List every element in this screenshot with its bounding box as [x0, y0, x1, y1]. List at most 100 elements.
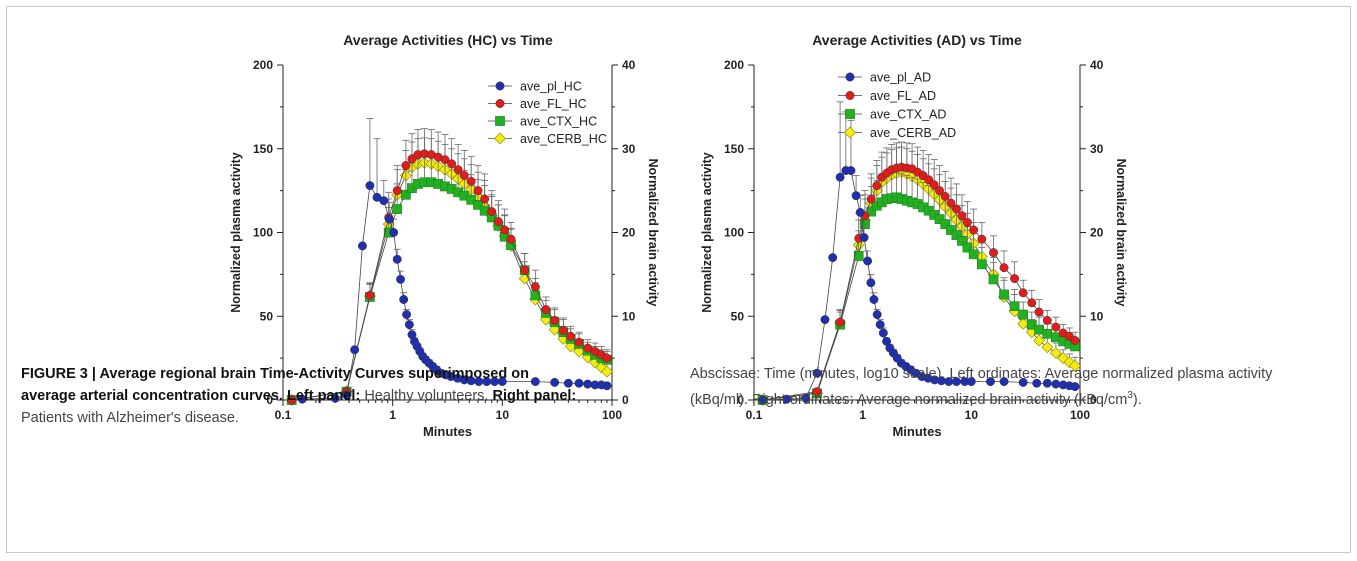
y-tick-label-left-ad: 200	[724, 58, 744, 72]
legend-marker-ave_CERB_HC	[494, 132, 506, 145]
point-ave_FL_AD	[952, 204, 961, 214]
caption-lead: FIGURE 3 | Average regional brain Time-A…	[21, 366, 529, 404]
legend-label-ave_pl_HC: ave_pl_HC	[520, 80, 582, 94]
legend-marker-ave_pl_AD	[845, 72, 855, 82]
point-ave_CTX_AD	[977, 259, 987, 270]
x-tick-label-hc: 10	[496, 408, 510, 422]
point-ave_pl_HC	[563, 378, 573, 388]
point-ave_FL_AD	[929, 180, 939, 190]
point-ave_CTX_AD	[1042, 328, 1053, 339]
point-ave_pl_AD	[1070, 382, 1080, 392]
legend-label-ave_CTX_AD: ave_CTX_AD	[870, 108, 946, 122]
point-ave_pl_AD	[999, 377, 1009, 387]
point-ave_FL_HC	[392, 186, 402, 196]
point-ave_FL_HC	[541, 305, 551, 314]
point-ave_FL_AD	[812, 387, 822, 397]
point-ave_FL_HC	[466, 176, 476, 186]
point-ave_CTX_AD	[853, 251, 864, 261]
caption-axes-text-end: ).	[1132, 391, 1142, 408]
point-ave_pl_HC	[392, 254, 402, 264]
point-ave_FL_AD	[1070, 336, 1080, 345]
point-ave_pl_AD	[875, 320, 885, 330]
point-ave_FL_AD	[989, 248, 998, 258]
point-ave_FL_HC	[520, 265, 530, 275]
point-ave_FL_AD	[1018, 288, 1028, 298]
point-ave_FL_HC	[447, 159, 457, 169]
legend-marker-ave_FL_HC	[495, 99, 505, 108]
point-ave_pl_HC	[350, 345, 360, 355]
point-ave_pl_AD	[812, 368, 822, 378]
point-ave_FL_AD	[946, 198, 956, 208]
point-ave_FL_AD	[872, 181, 882, 191]
caption-right: Abscissae: Time (minutes, log10 scale). …	[690, 363, 1325, 411]
point-ave_pl_AD	[1032, 378, 1042, 388]
point-ave_pl_AD	[878, 328, 888, 338]
y-tick-label-right-hc: 0	[622, 393, 629, 407]
legend-label-ave_CERB_HC: ave_CERB_HC	[520, 132, 607, 146]
y-tick-label-left-hc: 100	[253, 226, 273, 240]
y-axis-label-right-ad: Normalized brain activity	[1114, 159, 1128, 307]
x-tick-label-hc: 0.1	[275, 408, 292, 422]
point-ave_pl_AD	[863, 256, 873, 266]
point-ave_CTX_AD	[962, 242, 973, 253]
y-tick-label-left-hc: 150	[253, 142, 273, 156]
point-ave_pl_AD	[828, 253, 838, 263]
point-ave_pl_AD	[872, 310, 882, 320]
point-ave_CTX_AD	[940, 219, 951, 229]
point-ave_FL_AD	[924, 175, 934, 185]
point-ave_pl_AD	[966, 377, 976, 387]
point-ave_CERB_AD	[1041, 341, 1054, 354]
point-ave_pl_AD	[846, 166, 856, 175]
point-ave_pl_AD	[758, 395, 768, 405]
y-tick-label-right-hc: 30	[622, 142, 636, 156]
point-ave_pl_HC	[602, 381, 612, 391]
caption-right-panel-label: Right panel:	[492, 388, 577, 404]
point-ave_FL_HC	[459, 171, 469, 181]
caption-axes-text: Abscissae: Time (minutes, log10 scale). …	[690, 366, 1273, 408]
y-tick-label-right-ad: 0	[1090, 393, 1097, 407]
point-ave_FL_AD	[1051, 322, 1061, 332]
point-ave_pl_AD	[835, 172, 845, 182]
point-ave_CERB_AD	[1033, 334, 1045, 347]
y-tick-label-right-hc: 40	[622, 58, 636, 72]
point-ave_FL_HC	[583, 343, 593, 353]
y-tick-label-left-ad: 150	[724, 142, 744, 156]
point-ave_pl_AD	[1042, 378, 1052, 388]
point-ave_CTX_AD	[946, 225, 956, 235]
caption-superscript: 3	[1127, 390, 1133, 401]
y-tick-label-right-ad: 20	[1090, 226, 1104, 240]
point-ave_CTX_AD	[999, 289, 1009, 300]
point-ave_CTX_AD	[1034, 324, 1044, 335]
point-ave_FL_HC	[506, 234, 516, 244]
y-tick-label-left-hc: 200	[253, 58, 273, 72]
point-ave_pl_AD	[859, 233, 869, 242]
point-ave_pl_HC	[330, 393, 340, 403]
y-axis-label-left-ad: Normalized plasma activity	[700, 152, 714, 313]
point-ave_pl_AD	[820, 315, 830, 325]
point-ave_CTX_AD	[968, 249, 979, 260]
point-ave_pl_AD	[801, 393, 811, 403]
y-tick-label-left-hc: 0	[266, 393, 273, 407]
legend-marker-ave_CTX_AD	[845, 109, 855, 119]
caption-left-panel-text: Healthy volunteers.	[364, 388, 489, 404]
point-ave_FL_AD	[962, 218, 972, 227]
series-ave_FL_HC	[287, 128, 612, 405]
point-ave_pl_AD	[855, 207, 865, 217]
y-tick-label-left-ad: 0	[737, 393, 744, 407]
caption-left: FIGURE 3 | Average regional brain Time-A…	[21, 363, 586, 429]
point-ave_pl_AD	[782, 394, 792, 404]
legend-label-ave_CTX_HC: ave_CTX_HC	[520, 115, 597, 129]
x-tick-label-hc: 1	[389, 408, 396, 422]
x-tick-label-ad: 1	[859, 408, 866, 422]
point-ave_FL_AD	[935, 186, 945, 196]
point-ave_FL_AD	[1010, 274, 1020, 284]
point-ave_FL_HC	[566, 331, 576, 341]
chart-title-ad: Average Activities (AD) vs Time	[812, 32, 1022, 48]
y-axis-label-right-hc: Normalized brain activity	[646, 159, 660, 307]
legend-label-ave_FL_AD: ave_FL_AD	[870, 89, 936, 103]
point-ave_FL_HC	[453, 165, 463, 175]
point-ave_FL_AD	[835, 317, 845, 327]
point-ave_pl_HC	[396, 274, 405, 284]
point-ave_FL_HC	[574, 337, 584, 347]
point-ave_FL_HC	[500, 225, 510, 235]
